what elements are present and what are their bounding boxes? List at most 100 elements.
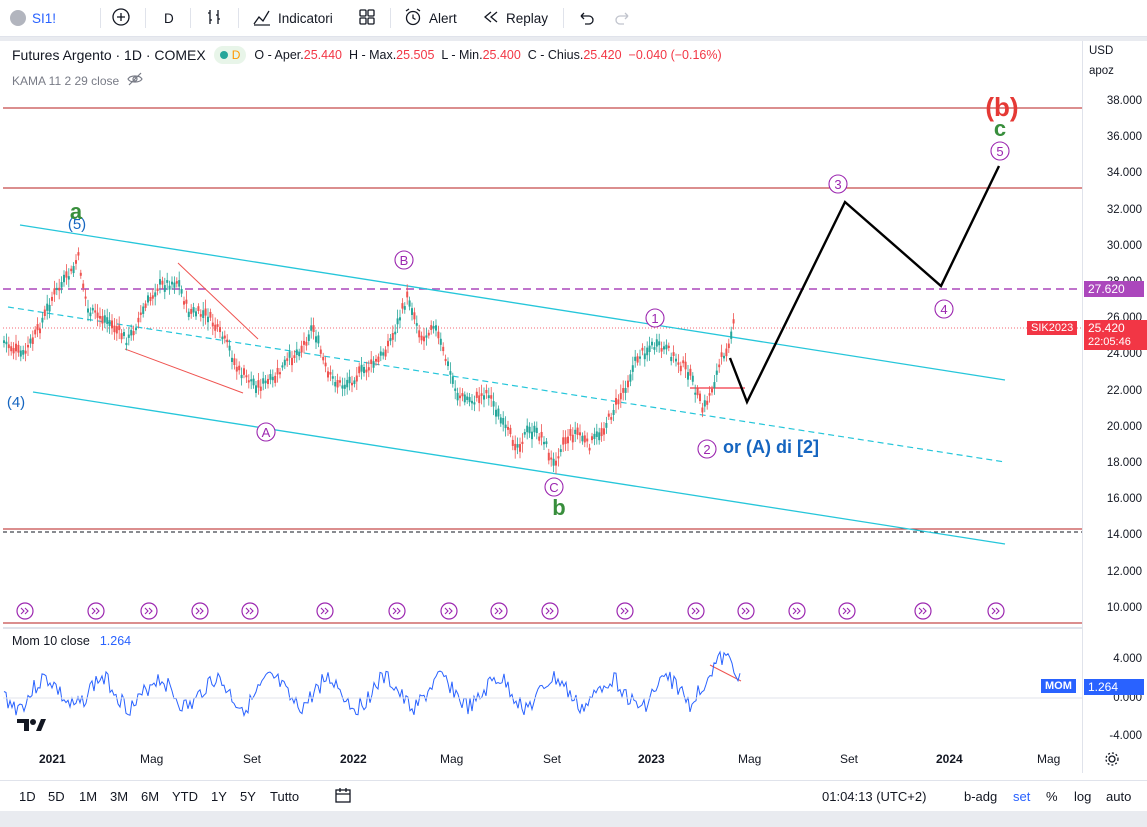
session-button[interactable]: set xyxy=(1013,788,1031,804)
auto-scale-button[interactable]: auto xyxy=(1106,788,1132,804)
wave-label-a[interactable]: a xyxy=(70,199,83,224)
indicators-button[interactable]: Indicatori xyxy=(252,0,333,36)
candle-body xyxy=(17,344,20,353)
candle-body xyxy=(713,382,716,388)
candle-body xyxy=(324,362,327,367)
eye-hidden-icon[interactable] xyxy=(127,72,143,89)
range-button-1d[interactable]: 1D xyxy=(19,788,36,804)
replay-button[interactable]: Replay xyxy=(482,0,548,36)
event-arrow xyxy=(918,607,927,615)
event-marker-icon[interactable] xyxy=(616,602,634,620)
event-marker-icon[interactable] xyxy=(316,602,334,620)
event-marker-icon[interactable] xyxy=(440,602,458,620)
wave-3-circle[interactable] xyxy=(828,174,848,194)
wave-A-circle[interactable] xyxy=(256,422,276,442)
candle-body xyxy=(670,356,673,362)
candle-body xyxy=(382,352,385,356)
wave-B-circle[interactable] xyxy=(394,250,414,270)
event-marker-icon[interactable] xyxy=(687,602,705,620)
clock-display[interactable]: 01:04:13 (UTC+2) xyxy=(822,788,927,804)
interval-button[interactable]: D xyxy=(164,0,174,36)
chart-type-button[interactable] xyxy=(205,0,225,36)
event-marker-icon[interactable] xyxy=(914,602,932,620)
candle-body xyxy=(581,435,584,442)
candle-body xyxy=(480,393,483,396)
channel-upper[interactable] xyxy=(19,224,1006,381)
event-arrow xyxy=(195,607,204,615)
layout-grid-icon xyxy=(358,8,376,29)
wave-1-circle[interactable] xyxy=(645,308,665,328)
range-button-5d[interactable]: 5D xyxy=(48,788,65,804)
wave-label-c[interactable]: c xyxy=(994,116,1006,141)
goto-date-button[interactable] xyxy=(334,781,352,811)
momentum-legend[interactable]: Mom 10 close 1.264 xyxy=(12,634,131,648)
price-scale[interactable]: USD apoz 38.000 36.000 34.000 32.000 30.000 2… xyxy=(1082,41,1147,773)
momentum-line[interactable] xyxy=(3,650,741,718)
wave-label-5-paren[interactable]: (5) xyxy=(68,216,86,233)
wave-label-b[interactable]: b xyxy=(552,495,565,520)
range-button-6m[interactable]: 6M xyxy=(141,788,160,804)
event-marker-icon[interactable] xyxy=(541,602,559,620)
event-marker-icon[interactable] xyxy=(191,602,209,620)
range-button-tutto[interactable]: Tutto xyxy=(270,788,300,804)
axis-settings-button[interactable] xyxy=(1104,751,1120,770)
adjustment-label[interactable]: apoz xyxy=(1089,65,1114,77)
kama-legend[interactable]: KAMA 11 2 29 close xyxy=(12,72,143,89)
candle-body xyxy=(569,429,572,436)
range-button-1m[interactable]: 1M xyxy=(79,788,98,804)
countdown-value: 22:05:46 xyxy=(1088,336,1131,348)
replay-label: Replay xyxy=(506,10,549,26)
wedge-lower[interactable] xyxy=(124,348,244,394)
candle-body xyxy=(137,317,140,323)
candle-body xyxy=(183,301,185,305)
compare-button[interactable] xyxy=(111,0,131,36)
alert-button[interactable]: Alert xyxy=(403,0,457,36)
wave-C-circle[interactable] xyxy=(544,477,564,497)
event-marker-icon[interactable] xyxy=(87,602,105,620)
event-marker-icon[interactable] xyxy=(788,602,806,620)
candle-body xyxy=(447,361,449,367)
candle-body xyxy=(706,400,709,405)
channel-mid[interactable] xyxy=(7,306,1006,463)
event-marker-icon[interactable] xyxy=(16,602,34,620)
wedge-upper[interactable] xyxy=(177,262,259,340)
wave-2-circle[interactable] xyxy=(697,439,717,459)
candle-body xyxy=(245,375,248,378)
candle-body xyxy=(550,457,553,460)
mom-divergence-line[interactable] xyxy=(709,664,742,682)
undo-button[interactable] xyxy=(577,0,595,36)
event-marker-icon[interactable] xyxy=(388,602,406,620)
candle-body xyxy=(240,374,243,379)
wave-label-4-paren[interactable]: (4) xyxy=(7,394,25,411)
candle-body xyxy=(514,443,517,451)
event-marker-icon[interactable] xyxy=(737,602,755,620)
percent-scale-button[interactable]: % xyxy=(1046,788,1058,804)
event-marker-icon[interactable] xyxy=(490,602,508,620)
price-chart[interactable]: (b) c 5 3 4 a (5) (4) B A 1 2 C b or (A)… xyxy=(3,41,1082,773)
projection-path[interactable] xyxy=(728,165,1001,405)
event-arrow xyxy=(320,607,329,615)
chart-title[interactable]: Futures Argento · 1D · COMEX xyxy=(12,47,206,63)
symbol-search[interactable]: SI1! xyxy=(10,0,56,36)
candle-body xyxy=(427,332,430,336)
range-button-1y[interactable]: 1Y xyxy=(211,788,227,804)
event-marker-icon[interactable] xyxy=(140,602,158,620)
redo-button[interactable] xyxy=(614,0,632,36)
templates-button[interactable] xyxy=(358,0,376,36)
range-button-5y[interactable]: 5Y xyxy=(240,788,256,804)
wave-5-circle[interactable] xyxy=(990,141,1010,161)
currency-selector[interactable]: USD xyxy=(1089,45,1114,57)
range-button-3m[interactable]: 3M xyxy=(110,788,129,804)
event-marker-icon[interactable] xyxy=(838,602,856,620)
candle-body xyxy=(286,358,289,361)
wave-4-circle[interactable] xyxy=(934,299,954,319)
range-button-ytd[interactable]: YTD xyxy=(172,788,198,804)
alt-count-label[interactable]: or (A) di [2] xyxy=(723,437,819,457)
event-marker-icon[interactable] xyxy=(987,602,1005,620)
channel-lower[interactable] xyxy=(32,391,1006,545)
log-scale-button[interactable]: log xyxy=(1074,788,1092,804)
event-marker-icon[interactable] xyxy=(241,602,259,620)
adjust-button[interactable]: b-adg xyxy=(964,788,998,804)
wave-label-b-paren[interactable]: (b) xyxy=(985,92,1018,122)
candle-body xyxy=(617,399,620,405)
